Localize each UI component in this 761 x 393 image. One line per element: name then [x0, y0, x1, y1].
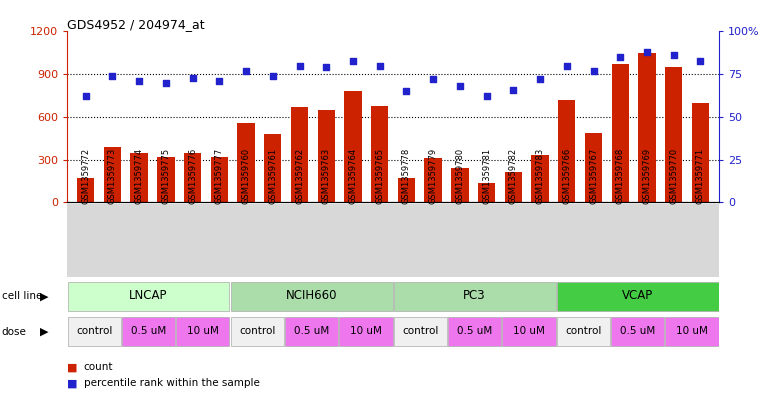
Text: cell line: cell line [2, 291, 42, 301]
Bar [448, 317, 501, 346]
Bar [285, 317, 338, 346]
Bar [237, 123, 255, 202]
Point [160, 79, 172, 86]
Bar [317, 110, 335, 202]
Text: control: control [402, 326, 438, 336]
Point [374, 62, 386, 69]
Bar [692, 103, 709, 202]
Point [107, 73, 119, 79]
Bar [211, 157, 228, 202]
Point [186, 74, 199, 81]
Text: ▶: ▶ [40, 327, 48, 337]
Point [667, 52, 680, 59]
Bar [665, 67, 683, 202]
Point [133, 78, 145, 84]
Point [480, 93, 492, 99]
Text: 0.5 uM: 0.5 uM [294, 326, 330, 336]
Point [213, 78, 225, 84]
Bar [77, 178, 94, 202]
Text: dose: dose [2, 327, 27, 337]
Text: control: control [565, 326, 601, 336]
Bar [638, 53, 656, 202]
Bar [291, 107, 308, 202]
Point [614, 54, 626, 60]
Text: percentile rank within the sample: percentile rank within the sample [84, 378, 260, 388]
Text: ■: ■ [67, 378, 78, 388]
Text: LNCAP: LNCAP [129, 289, 167, 302]
Bar [393, 282, 556, 311]
Text: NCIH660: NCIH660 [286, 289, 337, 302]
Point [266, 73, 279, 79]
Text: 10 uM: 10 uM [350, 326, 382, 336]
Bar [122, 317, 175, 346]
Bar [505, 172, 522, 202]
Text: 10 uM: 10 uM [676, 326, 708, 336]
Text: control: control [76, 326, 113, 336]
Point [80, 93, 92, 99]
Text: 0.5 uM: 0.5 uM [457, 326, 492, 336]
Point [534, 76, 546, 83]
Bar [478, 183, 495, 202]
Bar [264, 134, 282, 202]
Point [427, 76, 439, 83]
Text: control: control [239, 326, 275, 336]
Bar [531, 155, 549, 202]
Point [561, 62, 573, 69]
Bar [103, 147, 121, 202]
Bar [177, 317, 230, 346]
Bar [371, 105, 388, 202]
Text: GDS4952 / 204974_at: GDS4952 / 204974_at [67, 18, 205, 31]
Text: PC3: PC3 [463, 289, 486, 302]
Point [454, 83, 466, 89]
Bar [556, 282, 718, 311]
Point [240, 68, 252, 74]
Text: 10 uM: 10 uM [513, 326, 545, 336]
Bar [158, 157, 174, 202]
Point [294, 62, 306, 69]
Point [320, 64, 333, 70]
Bar [585, 132, 602, 202]
Point [694, 57, 706, 64]
Point [400, 88, 412, 94]
Point [508, 86, 520, 93]
Point [641, 49, 653, 55]
Text: ■: ■ [67, 362, 78, 373]
Text: VCAP: VCAP [622, 289, 653, 302]
Bar [393, 317, 447, 346]
Text: ▶: ▶ [40, 291, 48, 301]
Bar [184, 152, 201, 202]
Bar [451, 168, 469, 202]
Bar [339, 317, 393, 346]
Bar [558, 100, 575, 202]
Bar [612, 64, 629, 202]
Bar [398, 178, 415, 202]
Bar [68, 282, 230, 311]
Point [587, 68, 600, 74]
Bar [611, 317, 664, 346]
Bar [665, 317, 718, 346]
Text: 10 uM: 10 uM [187, 326, 218, 336]
Bar [344, 91, 361, 202]
Text: 0.5 uM: 0.5 uM [620, 326, 655, 336]
Bar [556, 317, 610, 346]
Bar [130, 153, 148, 202]
Bar [231, 317, 284, 346]
Text: count: count [84, 362, 113, 373]
Text: 0.5 uM: 0.5 uM [131, 326, 166, 336]
Bar [231, 282, 393, 311]
Bar [425, 158, 442, 202]
Bar [68, 317, 121, 346]
Point [347, 57, 359, 64]
Bar [502, 317, 556, 346]
